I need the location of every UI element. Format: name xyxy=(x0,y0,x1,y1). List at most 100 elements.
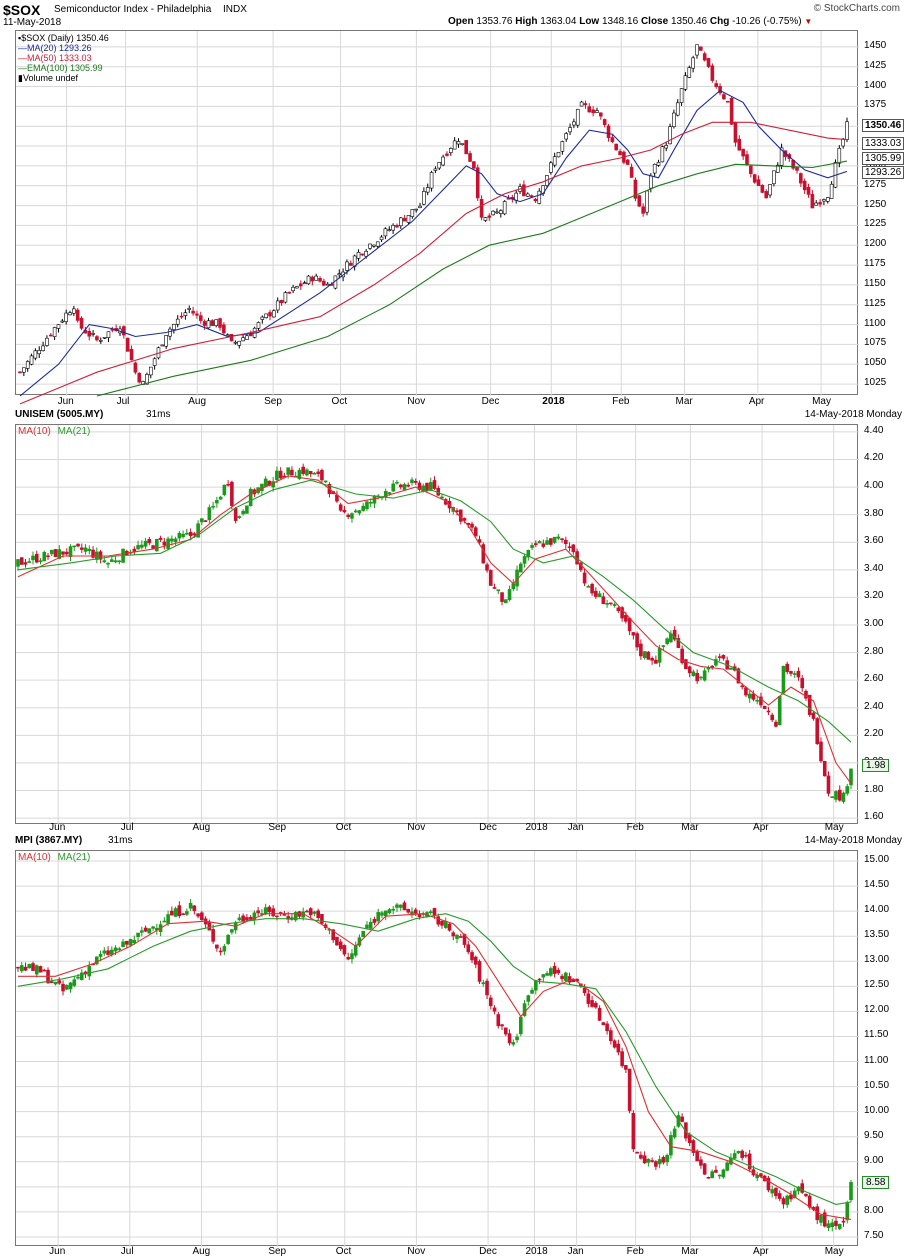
candle-icon: ▪ xyxy=(18,33,22,43)
candle-body xyxy=(657,648,662,663)
candle-body xyxy=(160,344,165,347)
candle-body xyxy=(594,590,598,597)
sox-legend: ▪$SOX (Daily) 1350.46 —MA(20) 1293.26 —M… xyxy=(18,33,109,83)
x-tick-label: Mar xyxy=(681,822,699,833)
candle-body xyxy=(173,538,178,543)
candle-body xyxy=(515,1036,519,1041)
chg-down-icon: ▼ xyxy=(804,17,813,26)
x-tick-label: Apr xyxy=(753,822,769,833)
candle-body xyxy=(49,549,54,555)
candle-body xyxy=(792,1190,797,1199)
candle-body xyxy=(286,467,290,475)
candle-body xyxy=(34,965,39,975)
x-tick-label: Dec xyxy=(479,822,497,833)
candle-body xyxy=(29,355,34,365)
candle-body xyxy=(218,496,223,500)
high-value: 1363.04 xyxy=(540,16,577,27)
candle-body xyxy=(320,914,324,924)
candle-body xyxy=(664,145,669,149)
candle-body xyxy=(514,192,519,201)
last-value-label: 1333.03 xyxy=(862,136,905,150)
candle-body xyxy=(241,915,245,922)
candle-body xyxy=(511,583,516,590)
candle-body xyxy=(87,548,92,551)
candle-body xyxy=(218,950,223,953)
candle-body xyxy=(537,978,542,981)
unisem-legend: MA(10) MA(21) xyxy=(18,426,90,437)
candle-body xyxy=(552,966,557,974)
candle-body xyxy=(360,253,365,256)
candle-body xyxy=(443,921,448,928)
unisem-timeframe: 31ms xyxy=(146,409,171,420)
candle-body xyxy=(549,162,553,173)
candle-body xyxy=(206,320,211,329)
candle-body xyxy=(18,371,22,374)
candle-body xyxy=(635,1151,639,1154)
candle-body xyxy=(755,699,759,702)
candle-body xyxy=(338,941,343,950)
candle-body xyxy=(16,559,20,567)
candle-body xyxy=(417,482,422,490)
y-tick-label: 1400 xyxy=(864,79,887,91)
candle-body xyxy=(449,148,453,153)
candle-body xyxy=(796,670,801,678)
x-tick-label: Jun xyxy=(49,1246,66,1257)
candle-body xyxy=(346,514,350,517)
candle-body xyxy=(338,504,343,511)
candle-body xyxy=(756,179,761,186)
candle-body xyxy=(762,705,767,709)
y-tick-label: 3.60 xyxy=(864,535,884,547)
candle-body xyxy=(87,965,92,977)
y-tick-label: 1175 xyxy=(864,258,886,270)
candle-body xyxy=(308,471,313,475)
candle-body xyxy=(19,965,24,972)
candle-body xyxy=(616,1043,621,1053)
candle-body xyxy=(587,106,592,113)
candle-body xyxy=(612,1040,617,1048)
candle-body xyxy=(729,97,734,125)
candle-body xyxy=(56,324,61,329)
candle-body xyxy=(406,215,411,223)
candle-body xyxy=(375,241,380,247)
candle-body xyxy=(429,172,434,189)
candle-body xyxy=(413,480,418,483)
bars-icon: ▮ xyxy=(18,73,23,83)
candle-body xyxy=(627,617,632,632)
candle-body xyxy=(545,540,549,545)
candle-body xyxy=(181,533,185,538)
candle-body xyxy=(211,505,215,508)
candle-body xyxy=(766,1177,771,1191)
candle-body xyxy=(492,587,497,589)
candle-body xyxy=(27,561,32,563)
y-tick-label: 3.00 xyxy=(864,618,884,629)
candle-body xyxy=(485,980,489,996)
candle-body xyxy=(511,1042,516,1045)
candle-body xyxy=(173,908,178,917)
candle-body xyxy=(391,483,396,492)
candle-body xyxy=(113,560,118,563)
candle-body xyxy=(350,953,354,960)
candle-body xyxy=(614,143,619,151)
candle-body xyxy=(849,768,853,786)
candle-body xyxy=(766,710,771,713)
candle-body xyxy=(295,286,299,289)
candle-body xyxy=(166,914,170,924)
candle-body xyxy=(624,1065,628,1070)
candle-body xyxy=(293,912,298,921)
unisem-chart-svg xyxy=(16,425,859,825)
candle-body xyxy=(202,321,207,326)
unisem-header-bg xyxy=(0,408,906,422)
candle-body xyxy=(654,659,658,664)
candle-body xyxy=(345,261,349,271)
candle-body xyxy=(379,236,384,241)
candle-body xyxy=(646,1158,651,1163)
y-tick-label: 8.00 xyxy=(864,1204,884,1216)
ma21-line xyxy=(17,913,852,1205)
candle-body xyxy=(822,1212,827,1227)
candle-body xyxy=(57,980,62,984)
legend-ma21: MA(21) xyxy=(57,426,91,437)
y-tick-label: 2.40 xyxy=(864,700,884,712)
candle-body xyxy=(732,1153,737,1159)
x-tick-label: Feb xyxy=(626,822,644,833)
candle-body xyxy=(679,88,684,103)
